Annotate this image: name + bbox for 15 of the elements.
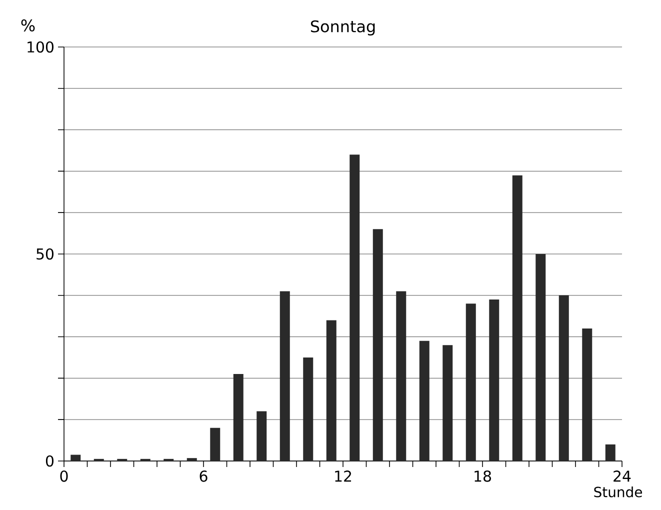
x-tick-label: 18 — [474, 470, 491, 482]
x-tick-label: 6 — [200, 470, 208, 482]
bar — [70, 454, 81, 461]
y-tick-label: 0 — [46, 455, 54, 467]
bar — [186, 458, 197, 461]
y-tick-label: 100 — [28, 41, 54, 53]
x-tick-label: 0 — [60, 470, 68, 482]
y-tick-label: 50 — [36, 248, 54, 260]
y-axis-title: % — [21, 19, 35, 32]
x-axis-title: Stunde — [594, 486, 642, 498]
x-tick-label: 12 — [335, 470, 352, 482]
chart-title: Sonntag — [310, 20, 375, 36]
bar — [605, 444, 616, 461]
bar — [210, 428, 220, 461]
x-tick-label: 24 — [614, 470, 631, 482]
